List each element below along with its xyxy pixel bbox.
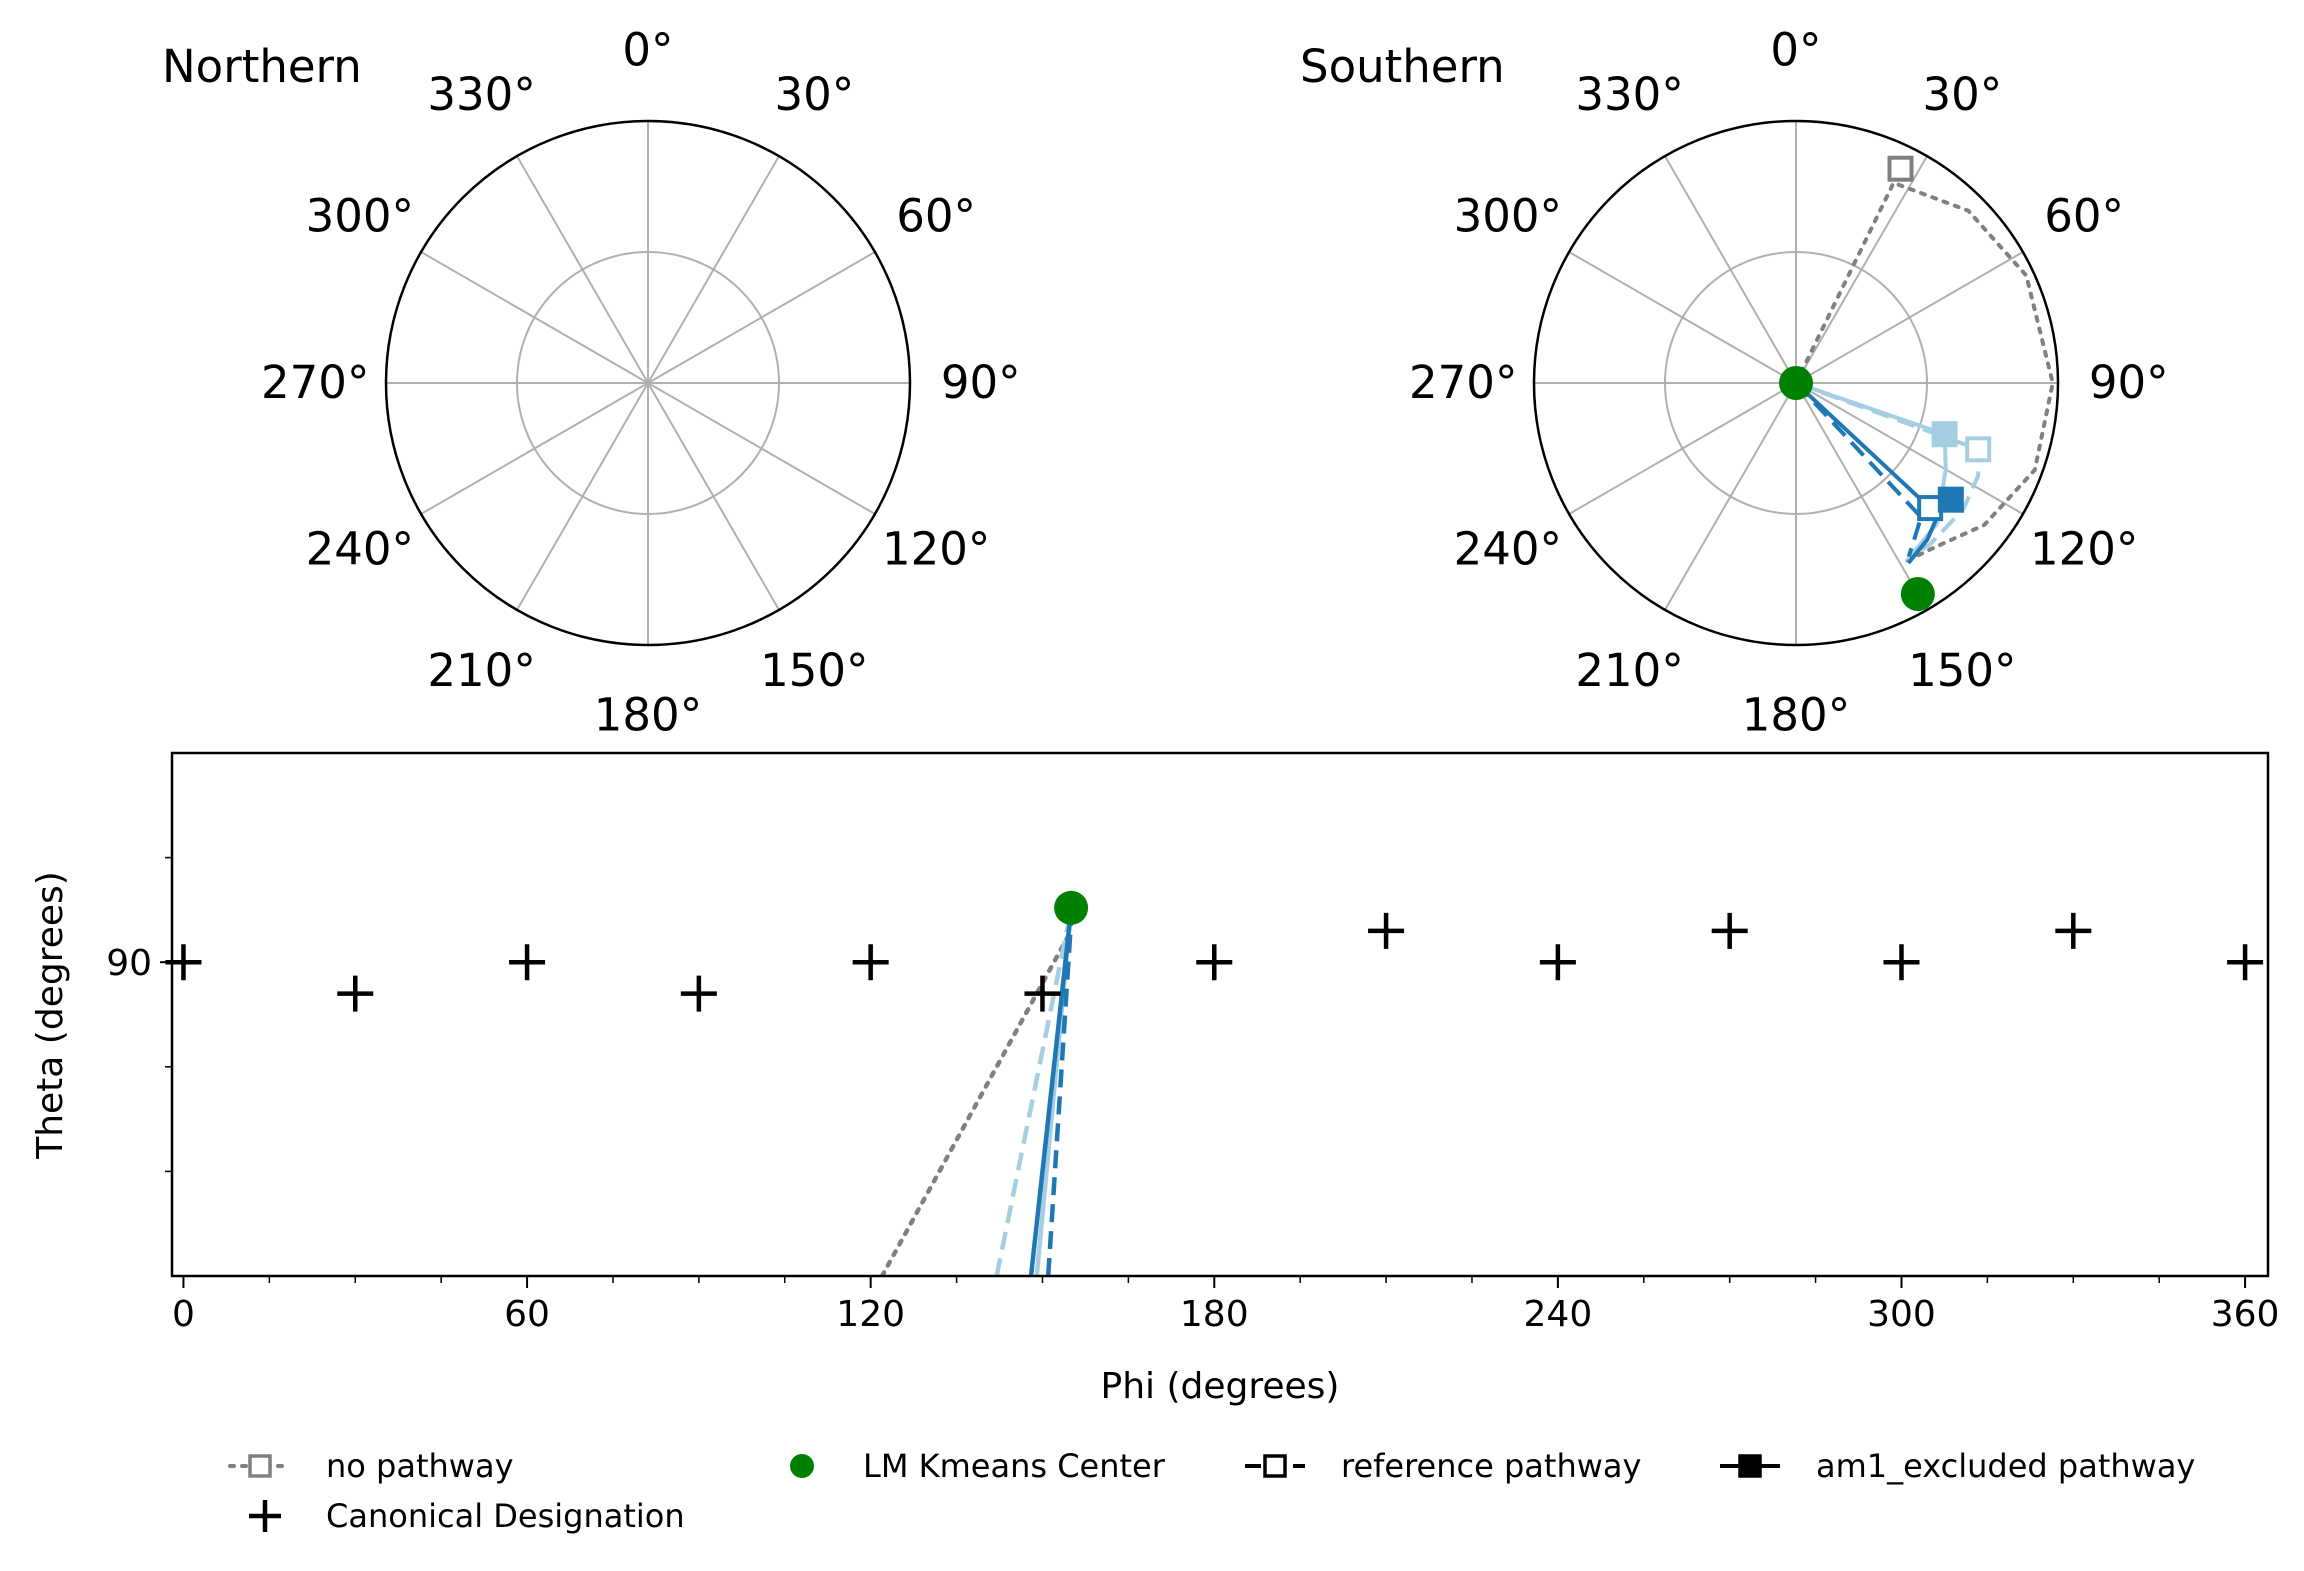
polar-angle-tick-label: 30° bbox=[1922, 68, 2002, 121]
theta-phi-plot: 0 60 120 180 240 300 360 90 Phi (degrees) Theta… bbox=[30, 751, 2280, 1407]
southern-polar-title: Southern bbox=[1300, 40, 1505, 93]
open-square-marker bbox=[1887, 155, 1914, 182]
canonical-designation-marker bbox=[509, 944, 546, 981]
pathway-line bbox=[994, 909, 1074, 1276]
polar-angle-tick-label: 150° bbox=[1908, 644, 2016, 697]
x-tick-label: 180 bbox=[1180, 1294, 1249, 1335]
canonical-designation-marker bbox=[2055, 912, 2092, 949]
polar-angle-tick-label: 330° bbox=[427, 68, 535, 121]
polar-angle-tick-label: 300° bbox=[306, 190, 414, 243]
legend-label: am1_excluded pathway bbox=[1816, 1447, 2195, 1485]
polar-pathway-line bbox=[1794, 381, 1941, 565]
x-axis-label: Phi (degrees) bbox=[1101, 1366, 1340, 1407]
legend-marker bbox=[790, 1454, 814, 1478]
polar-angle-tick-label: 210° bbox=[1575, 644, 1683, 697]
polar-angle-tick-label: 120° bbox=[882, 522, 990, 575]
polar-outer-circle bbox=[384, 119, 912, 647]
polar-angle-tick-label: 90° bbox=[2089, 356, 2169, 409]
legend-label: Canonical Designation bbox=[326, 1497, 685, 1535]
x-tick-label: 360 bbox=[2211, 1294, 2280, 1335]
legend-entry: Canonical Designation bbox=[249, 1497, 685, 1535]
polar-angle-tick-label: 330° bbox=[1575, 68, 1683, 121]
polar-angle-tick-label: 90° bbox=[941, 356, 1021, 409]
y-tick-label: 90 bbox=[106, 943, 152, 984]
canonical-designation-marker bbox=[2227, 944, 2264, 981]
polar-angle-tick-label: 180° bbox=[594, 689, 702, 742]
kmeans-center-marker bbox=[1054, 890, 1089, 925]
open-square-marker bbox=[1917, 495, 1944, 522]
pathway-line bbox=[879, 928, 1074, 1276]
polar-radial-gridline bbox=[516, 251, 780, 515]
x-tick-label: 120 bbox=[836, 1294, 905, 1335]
x-tick-label: 60 bbox=[504, 1294, 550, 1335]
plot-frame bbox=[170, 751, 2270, 1278]
northern-polar-plot: Northern 0° 30° 60° 90° 120° 150° 180° 210° 240°… bbox=[162, 23, 1021, 741]
legend-marker bbox=[249, 1500, 281, 1532]
legend-entry: reference pathway bbox=[1245, 1447, 1641, 1485]
canonical-designation-marker bbox=[337, 975, 374, 1012]
polar-angle-tick-label: 0° bbox=[622, 23, 673, 76]
polar-outer-circle bbox=[1532, 119, 2060, 647]
polar-angle-tick-label: 0° bbox=[1770, 23, 1821, 76]
legend-entry: LM Kmeans Center bbox=[790, 1447, 1166, 1485]
x-tick-label: 300 bbox=[1867, 1294, 1936, 1335]
legend-marker bbox=[1738, 1454, 1762, 1478]
polar-angle-tick-label: 270° bbox=[261, 356, 369, 409]
polar-angle-tick-label: 30° bbox=[774, 68, 854, 121]
polar-angle-tick-label: 270° bbox=[1409, 356, 1517, 409]
canonical-designation-marker bbox=[852, 944, 889, 981]
polar-angle-tick-label: 240° bbox=[1454, 522, 1562, 575]
polar-angle-tick-label: 150° bbox=[760, 644, 868, 697]
polar-angle-tick-label: 60° bbox=[896, 190, 976, 243]
kmeans-center-marker bbox=[1779, 366, 1813, 400]
pathway-line bbox=[1028, 909, 1074, 1276]
polar-angle-tick-label: 210° bbox=[427, 644, 535, 697]
x-tick-label: 240 bbox=[1524, 1294, 1593, 1335]
legend-entry: am1_excluded pathway bbox=[1720, 1447, 2195, 1485]
open-square-marker bbox=[1965, 436, 1992, 463]
legend-entry: no pathway bbox=[228, 1447, 514, 1485]
polar-pathway-line bbox=[1795, 381, 1981, 563]
y-axis-label: Theta (degrees) bbox=[30, 871, 71, 1160]
kmeans-center-marker bbox=[1900, 577, 1935, 612]
legend-marker bbox=[1263, 1454, 1287, 1478]
northern-polar-title: Northern bbox=[162, 40, 362, 93]
canonical-designation-marker bbox=[680, 975, 717, 1012]
polar-angle-tick-label: 120° bbox=[2030, 522, 2138, 575]
legend-label: reference pathway bbox=[1341, 1447, 1641, 1485]
southern-polar-plot: Southern 0° 30° 60° 90° 120° 150° 180° 210° 240°… bbox=[1300, 23, 2169, 741]
filled-square-marker bbox=[1931, 421, 1958, 448]
canonical-designation-marker bbox=[1368, 912, 1405, 949]
polar-angle-tick-label: 180° bbox=[1742, 689, 1850, 742]
polar-pathway-line bbox=[1794, 381, 1924, 558]
canonical-designation-marker bbox=[1196, 944, 1233, 981]
canonical-designation-marker bbox=[1024, 975, 1061, 1012]
x-tick-label: 0 bbox=[172, 1294, 195, 1335]
polar-angle-tick-label: 240° bbox=[306, 522, 414, 575]
legend-label: LM Kmeans Center bbox=[863, 1447, 1166, 1485]
polar-radial-gridline bbox=[1664, 251, 1928, 515]
polar-angle-tick-label: 300° bbox=[1454, 190, 1562, 243]
polar-angle-tick-label: 60° bbox=[2044, 190, 2124, 243]
canonical-designation-marker bbox=[1711, 912, 1748, 949]
legend-label: no pathway bbox=[326, 1447, 514, 1485]
polar-pathway-line bbox=[1794, 180, 2055, 563]
canonical-designation-marker bbox=[1539, 944, 1576, 981]
canonical-designation-marker bbox=[1883, 944, 1920, 981]
legend: no pathway LM Kmeans Center reference path… bbox=[228, 1447, 2195, 1535]
legend-marker bbox=[248, 1454, 272, 1478]
pathway-line bbox=[1045, 920, 1074, 1276]
filled-square-marker bbox=[1937, 486, 1964, 513]
